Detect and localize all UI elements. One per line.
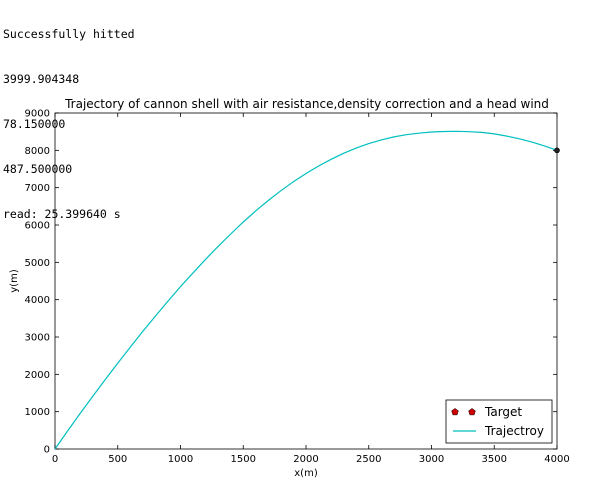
legend-label-trajectory: Trajectroy [484, 424, 544, 438]
y-tick-label: 4000 [25, 295, 50, 306]
chart-title: Trajectory of cannon shell with air resi… [64, 97, 549, 111]
y-axis-label: y(m) [9, 269, 20, 293]
console-line-x: 3999.904348 [3, 72, 80, 86]
y-tick-label: 0 [44, 445, 50, 456]
x-tick-label: 1500 [231, 454, 256, 465]
x-tick-label: 4000 [544, 454, 569, 465]
x-tick-label: 2500 [356, 454, 381, 465]
y-tick-label: 3000 [25, 333, 50, 344]
console-line-status: Successfully hitted [3, 27, 135, 41]
x-tick-label: 1000 [168, 454, 193, 465]
x-tick-label: 3000 [419, 454, 444, 465]
legend-label-target: Target [484, 405, 522, 419]
console-line-value: 78.150000 [3, 117, 66, 131]
legend-target-pentagon [468, 408, 476, 416]
console-line-read-time: read: 25.399640 s [3, 207, 121, 221]
legend-box [445, 399, 553, 444]
x-tick-label: 2000 [293, 454, 318, 465]
trajectory-line [54, 130, 558, 450]
console-output: Successfully hitted 3999.904348 78.15000… [3, 0, 135, 237]
y-tick-label: 6000 [25, 221, 50, 232]
plot-frame [54, 112, 558, 450]
y-tick-label: 2000 [25, 370, 50, 381]
x-tick-label: 0 [52, 454, 58, 465]
y-tick-label: 8000 [25, 146, 50, 157]
target-marker [554, 147, 560, 154]
x-tick-label: 500 [108, 454, 127, 465]
y-tick-label: 1000 [25, 407, 50, 418]
y-tick-label: 7000 [25, 183, 50, 194]
legend-target-pentagon [451, 408, 459, 416]
legend-target-marker [451, 408, 476, 416]
chart-legend: Target Trajectroy [445, 399, 553, 444]
y-tick-label: 5000 [25, 258, 50, 269]
x-axis-label: x(m) [294, 468, 318, 479]
x-tick-label: 3500 [482, 454, 507, 465]
y-tick-label: 9000 [25, 109, 50, 120]
